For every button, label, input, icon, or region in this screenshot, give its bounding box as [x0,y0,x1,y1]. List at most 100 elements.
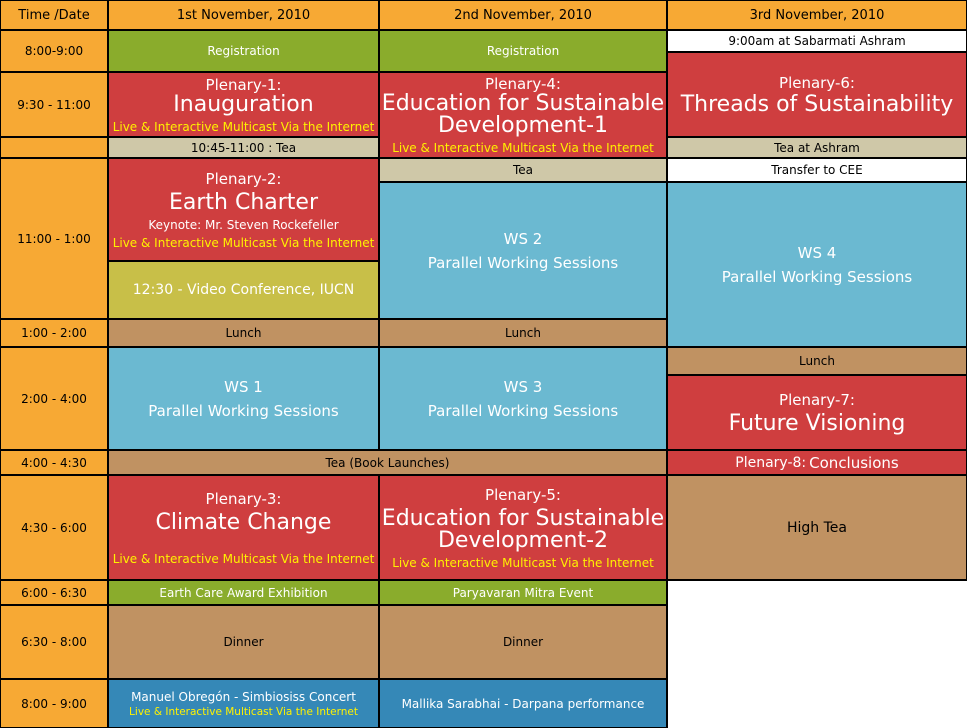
lunch-label: Lunch [225,326,262,340]
tea-label: Tea [512,163,534,177]
live-multicast-note: Live & Interactive Multicast Via the Int… [392,141,654,155]
plenary-title: Development-2 [437,527,609,553]
live-multicast-note: Live & Interactive Multicast Via the Int… [112,119,375,134]
plenary-title: Future Visioning [728,410,906,436]
day3-ashram: 9:00am at Sabarmati Ashram [668,31,966,51]
day1-plenary-1: Plenary-1: Inauguration Live & Interacti… [109,73,378,136]
day1-ws1: WS 1 Parallel Working Sessions [109,348,378,449]
header-day3-label: 3rd November, 2010 [749,7,885,23]
time-label: 8:00 - 9:00 [21,696,87,711]
plenary-label: Plenary-4: [485,75,561,93]
mitra-event-label: Paryavaran Mitra Event [452,585,594,600]
plenary-title: Education for Sustainable [381,505,665,531]
plenary-title: Education for Sustainable [381,91,665,116]
header-time-date: Time /Date [1,1,107,29]
day3-high-tea: High Tea [668,476,966,579]
workshop-subtitle: Parallel Working Sessions [427,253,619,272]
plenary-title: Earth Charter [168,189,319,215]
day2-ws2: WS 2 Parallel Working Sessions [380,183,666,318]
time-label: 8:00-9:00 [24,44,84,58]
workshop-title: WS 2 [503,229,543,248]
live-multicast-note: Live & Interactive Multicast Via the Int… [392,555,654,570]
header-day3: 3rd November, 2010 [668,1,966,29]
day3-ws4: WS 4 Parallel Working Sessions [668,183,966,346]
day2-plenary-5: Plenary-5: Education for Sustainable Dev… [380,476,666,579]
day2-ws3: WS 3 Parallel Working Sessions [380,348,666,449]
time-label: 9:30 - 11:00 [17,97,91,112]
time-label: 1:00 - 2:00 [21,326,87,340]
workshop-title: WS 3 [503,377,543,396]
workshop-subtitle: Parallel Working Sessions [148,401,339,420]
time-slot-7: 4:30 - 6:00 [1,476,107,579]
time-slot-10: 8:00 - 9:00 [1,680,107,727]
time-slot-9: 6:30 - 8:00 [1,606,107,678]
day1-lunch: Lunch [109,320,378,346]
live-multicast-note: Live & Interactive Multicast Via the Int… [129,705,358,718]
header-time-date-label: Time /Date [18,7,90,23]
live-multicast-note: Live & Interactive Multicast Via the Int… [112,551,375,566]
header-day1-label: 1st November, 2010 [176,7,311,23]
time-slot-6: 4:00 - 4:30 [1,451,107,474]
time-slot-3: 11:00 - 1:00 [1,159,107,318]
plenary-label: Plenary-3: [205,489,282,508]
workshop-subtitle: Parallel Working Sessions [427,401,619,420]
time-label: 4:30 - 6:00 [21,520,87,535]
day2-tea: Tea [380,159,666,181]
high-tea-label: High Tea [787,519,847,536]
day1-plenary-2: Plenary-2: Earth Charter Keynote: Mr. St… [109,159,378,260]
lunch-label: Lunch [505,326,541,340]
day1-award-exhibition: Earth Care Award Exhibition [109,581,378,604]
day2-plenary-4: Plenary-4: Education for Sustainable Dev… [380,73,666,157]
day2-registration: Registration [380,31,666,71]
plenary-label: Plenary-1: [205,75,282,94]
tea-label: Tea at Ashram [774,140,860,155]
dinner-label: Dinner [502,635,544,649]
plenary-title: Inauguration [173,91,314,117]
keynote-label: Keynote: Mr. Steven Rockefeller [148,217,339,232]
concert-label: Manuel Obregón - Simbiosiss Concert [131,689,356,704]
day2-lunch: Lunch [380,320,666,346]
day3-plenary-8: Plenary-8: Conclusions [668,451,966,474]
registration-label: Registration [207,44,280,58]
tea-label: 10:45-11:00 : Tea [190,140,297,155]
day2-mitra-event: Paryavaran Mitra Event [380,581,666,604]
plenary-label: Plenary-2: [205,169,282,188]
day3-plenary-6: Plenary-6: Threads of Sustainability [668,53,966,136]
plenary-label: Plenary-5: [485,485,561,504]
day2-dinner: Dinner [380,606,666,678]
workshop-title: WS 1 [224,377,263,396]
live-multicast-note: Live & Interactive Multicast Via the Int… [112,235,375,250]
day1-dinner: Dinner [109,606,378,678]
plenary-title: Conclusions [809,453,899,472]
video-conference-label: 12:30 - Video Conference, IUCN [132,282,355,298]
plenary-label: Plenary-6: [779,73,855,92]
time-label: 6:00 - 6:30 [21,585,87,600]
award-label: Earth Care Award Exhibition [159,585,328,600]
day1-concert: Manuel Obregón - Simbiosiss Concert Live… [109,680,378,727]
dinner-label: Dinner [223,635,264,649]
shared-tea-book-launches: Tea (Book Launches) [109,451,666,474]
tea-book-launches-label: Tea (Book Launches) [325,455,450,470]
plenary-title: Climate Change [155,509,332,535]
plenary-title: Development-1 [437,113,609,138]
day3-transfer: Transfer to CEE [668,159,966,181]
time-slot-2: 9:30 - 11:00 [1,73,107,136]
time-label: 4:00 - 4:30 [21,455,87,470]
day1-tea: 10:45-11:00 : Tea [109,138,378,157]
day1-registration: Registration [109,31,378,71]
time-slot-5: 2:00 - 4:00 [1,348,107,449]
plenary-title: Threads of Sustainability [680,91,954,117]
day1-video-conference: 12:30 - Video Conference, IUCN [109,262,378,318]
plenary-label: Plenary-7: [779,390,855,409]
time-slot-tea [1,138,107,157]
transfer-label: Transfer to CEE [771,163,863,177]
header-day2: 2nd November, 2010 [380,1,666,29]
workshop-subtitle: Parallel Working Sessions [721,267,913,286]
plenary-label: Plenary-8: [735,454,807,471]
day3-lunch: Lunch [668,348,966,374]
lunch-label: Lunch [799,354,835,368]
header-day1: 1st November, 2010 [109,1,378,29]
time-label: 11:00 - 1:00 [17,231,91,246]
time-slot-4: 1:00 - 2:00 [1,320,107,346]
workshop-title: WS 4 [797,243,837,262]
